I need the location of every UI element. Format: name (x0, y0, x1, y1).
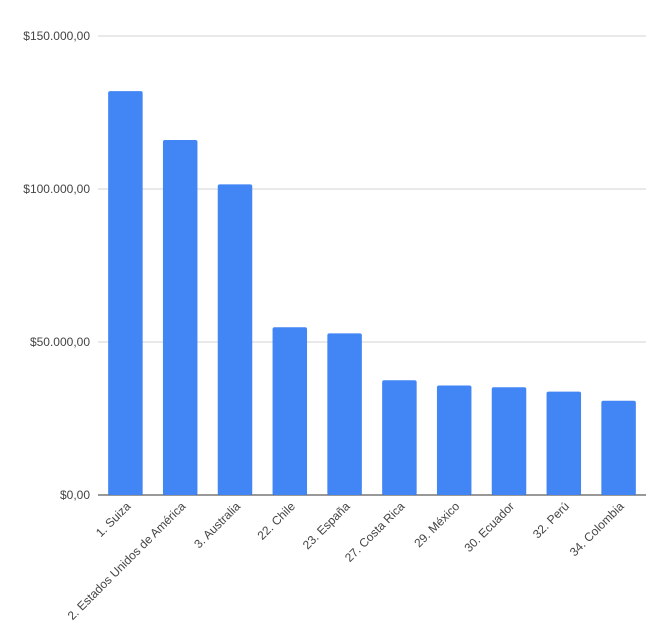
y-tick-label: $0,00 (60, 488, 90, 502)
bar[interactable] (217, 184, 253, 495)
bar[interactable] (162, 140, 198, 496)
bar[interactable] (272, 327, 308, 495)
x-category-label: 2. Estados Unidos de América (65, 499, 189, 623)
x-category-label: 29. México (411, 499, 462, 550)
bars (108, 91, 636, 496)
x-category-label: 32. Perú (530, 499, 572, 541)
y-axis-tick-labels: $0,00 $50.000,00 $100.000,00 $150.000,00 (23, 29, 90, 502)
x-category-label: 34. Colombia (567, 499, 627, 559)
y-tick-label: $150.000,00 (23, 29, 90, 43)
bar[interactable] (382, 380, 417, 495)
bar[interactable] (546, 391, 582, 495)
x-category-label: 3. Australia (191, 499, 243, 551)
bar[interactable] (108, 91, 143, 495)
y-tick-label: $100.000,00 (23, 182, 90, 196)
bar[interactable] (327, 333, 362, 495)
bar[interactable] (491, 387, 527, 495)
x-category-label: 23. España (300, 499, 353, 552)
bar[interactable] (436, 385, 472, 495)
bar[interactable] (601, 400, 636, 495)
x-category-label: 1. Suiza (93, 499, 134, 540)
x-category-label: 30. Ecuador (461, 499, 517, 555)
x-category-label: 22. Chile (255, 499, 299, 543)
y-tick-label: $50.000,00 (30, 335, 90, 349)
